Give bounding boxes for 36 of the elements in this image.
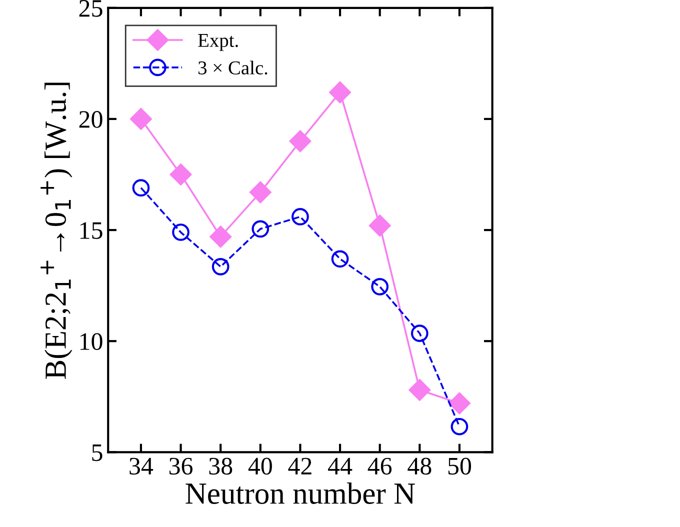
x-tick-label: 40 <box>248 458 272 475</box>
point <box>450 418 468 436</box>
x-tick-label: 42 <box>288 458 312 474</box>
point <box>368 214 391 236</box>
x-tick-label: 50 <box>448 458 472 475</box>
point <box>410 324 428 342</box>
point <box>292 208 309 226</box>
y-tick-label: 15 <box>80 222 102 239</box>
point <box>371 278 389 296</box>
x-tick-label: 34 <box>130 458 154 475</box>
x-axis-title: Neutron number N <box>186 482 415 504</box>
y-tick-label: 25 <box>79 0 102 17</box>
y-tick-label: 10 <box>80 333 102 350</box>
legend-label: Expt. <box>198 34 238 51</box>
point <box>252 220 270 238</box>
x-tick-label: 46 <box>368 458 392 475</box>
point <box>212 258 230 276</box>
point <box>329 81 351 104</box>
y-tick-label: 5 <box>92 444 102 462</box>
point <box>210 226 232 248</box>
x-tick-label: 38 <box>209 458 232 475</box>
point <box>448 392 470 414</box>
point <box>250 181 272 204</box>
point <box>408 379 431 401</box>
point <box>289 130 312 152</box>
point <box>170 164 192 186</box>
point <box>130 108 152 130</box>
point <box>132 179 150 197</box>
legend-label: 3 × Calc. <box>198 60 268 75</box>
y-axis-title: B(E2;2$_{1}$$^{+}$→0$_{1}$$^{+}$) [W.u.] <box>40 82 72 379</box>
x-tick-label: 48 <box>408 458 432 475</box>
x-tick-label: 36 <box>169 458 193 475</box>
y-tick-label: 20 <box>79 111 102 128</box>
point <box>331 250 349 268</box>
x-tick-label: 44 <box>328 458 352 474</box>
point <box>172 224 190 241</box>
